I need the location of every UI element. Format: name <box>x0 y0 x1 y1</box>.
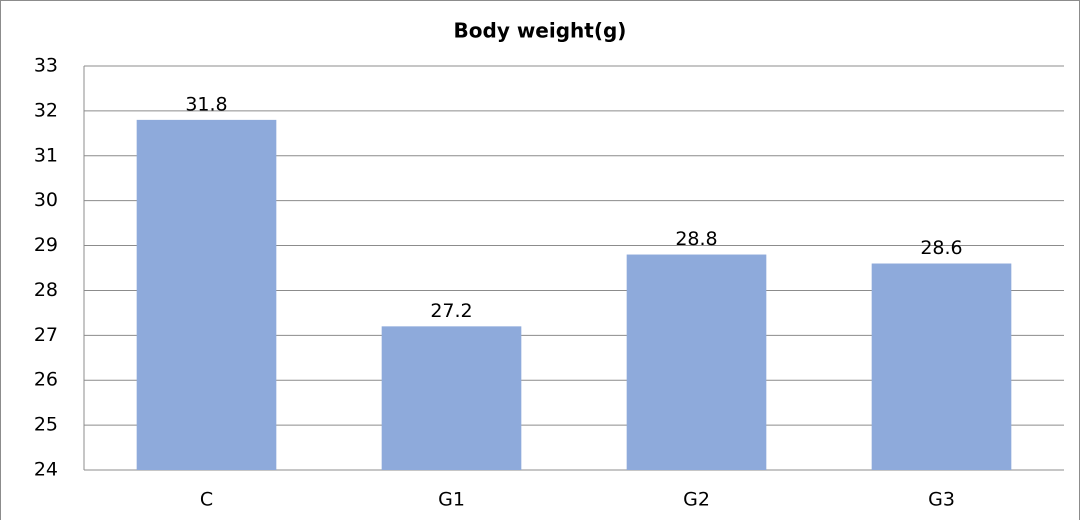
y-tick-label: 24 <box>34 459 58 481</box>
y-tick-label: 27 <box>34 324 58 346</box>
data-label: 27.2 <box>430 300 472 322</box>
x-tick-label: C <box>200 489 213 511</box>
bar <box>626 254 767 470</box>
y-tick-label: 26 <box>34 369 58 391</box>
x-tick-label: G3 <box>928 489 955 511</box>
y-tick-label: 29 <box>34 234 58 256</box>
chart-title: Body weight(g) <box>454 19 627 43</box>
data-label: 31.8 <box>185 93 227 115</box>
data-label: 28.8 <box>675 228 717 250</box>
y-tick-label: 32 <box>34 99 58 121</box>
y-tick-label: 30 <box>34 189 58 211</box>
bar <box>136 119 277 470</box>
x-tick-label: G2 <box>683 489 710 511</box>
y-tick-label: 28 <box>34 279 58 301</box>
y-tick-label: 33 <box>34 55 58 77</box>
y-tick-label: 25 <box>34 414 58 436</box>
x-tick-label: G1 <box>438 489 465 511</box>
bar <box>871 263 1012 470</box>
y-tick-label: 31 <box>34 144 58 166</box>
bar <box>381 326 522 470</box>
data-label: 28.6 <box>920 237 962 259</box>
